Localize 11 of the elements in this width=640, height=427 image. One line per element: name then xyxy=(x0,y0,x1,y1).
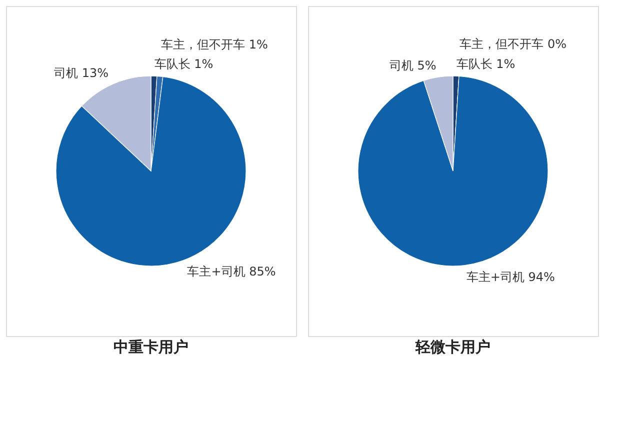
text: 轻微卡用户 xyxy=(414,338,490,356)
slice-label: 司机 5% xyxy=(389,58,436,72)
slice-label: 车队长 1% xyxy=(456,57,516,72)
text: 中重卡用户 xyxy=(114,338,188,356)
slice-label: 车主，但不开车 1% xyxy=(161,37,268,52)
slice-label: 车主+司机 94% xyxy=(466,270,555,284)
slice-label: 司机 13% xyxy=(54,66,109,80)
slice-label: 车队长 1% xyxy=(154,57,214,72)
slice-label: 车主+司机 85% xyxy=(187,264,276,279)
pie-slice xyxy=(358,76,548,266)
category-label: 车主，但不开车 0% xyxy=(460,37,567,52)
